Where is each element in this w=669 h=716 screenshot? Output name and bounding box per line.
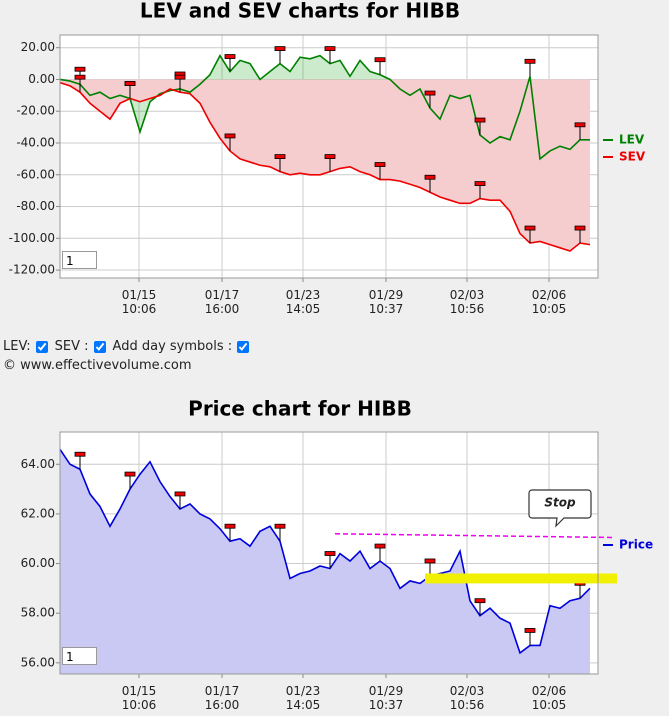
plot-frame xyxy=(59,34,599,279)
checkbox[interactable] xyxy=(237,340,250,353)
day-symbol xyxy=(524,225,536,231)
day-symbol xyxy=(274,154,286,159)
day-symbol xyxy=(224,133,236,139)
chart-title: LEV and SEV charts for HIBB xyxy=(140,0,460,23)
day-symbol xyxy=(574,225,586,231)
day-symbol xyxy=(274,523,286,529)
day-symbol xyxy=(474,181,486,186)
range-input[interactable]: 1 xyxy=(62,251,97,269)
plot xyxy=(60,448,591,674)
x-tick-label: 01/17 16:00 xyxy=(204,684,240,712)
x-tick-label: 02/03 10:56 xyxy=(449,288,485,316)
y-tick-label: 58.00 xyxy=(21,606,55,620)
x-tick-label: 01/15 10:06 xyxy=(121,288,157,316)
day-symbol xyxy=(74,74,86,80)
x-tick-label: 02/06 10:05 xyxy=(531,684,567,712)
day-symbol xyxy=(474,117,486,123)
control-label: LEV: xyxy=(3,339,31,354)
range-input[interactable]: 1 xyxy=(62,647,97,665)
y-tick-label: -100.00 xyxy=(9,231,55,245)
x-tick-label: 01/29 10:37 xyxy=(368,288,404,316)
control-label: SEV : xyxy=(54,339,89,354)
checkbox[interactable] xyxy=(35,340,48,353)
day-symbol xyxy=(374,57,386,63)
plot-frame xyxy=(59,431,599,675)
day-symbol xyxy=(374,543,386,549)
day-symbol xyxy=(274,46,286,51)
series-area xyxy=(60,79,590,252)
day-symbol xyxy=(424,90,436,96)
day-symbol xyxy=(524,628,536,633)
day-symbol xyxy=(324,46,336,51)
legend-label: SEV xyxy=(619,150,646,164)
x-tick-label: 01/23 14:05 xyxy=(285,288,321,316)
day-symbol xyxy=(224,54,236,59)
controls: LEV: SEV : Add day symbols : xyxy=(3,339,253,354)
series-line xyxy=(60,448,591,655)
y-tick-label: 0.00 xyxy=(28,72,55,86)
checkbox[interactable] xyxy=(93,340,106,353)
chart-title: Price chart for HIBB xyxy=(188,397,412,421)
day-symbol xyxy=(474,598,486,604)
control-label: Add day symbols : xyxy=(112,339,233,354)
day-symbol xyxy=(324,154,336,159)
stop-callout xyxy=(528,489,592,528)
x-tick-label: 02/03 10:56 xyxy=(449,684,485,712)
stop-line xyxy=(334,533,613,539)
plot xyxy=(60,46,591,252)
zone xyxy=(425,573,617,584)
x-tick-label: 01/17 16:00 xyxy=(204,288,240,316)
y-tick-label: 62.00 xyxy=(21,506,55,520)
day-symbol xyxy=(174,74,186,80)
day-symbol xyxy=(224,523,236,529)
day-symbol xyxy=(424,174,436,180)
x-tick-label: 01/29 10:37 xyxy=(368,684,404,712)
y-tick-label: 56.00 xyxy=(21,655,55,669)
footer: © www.effectivevolume.com xyxy=(3,358,192,373)
y-tick-label: -60.00 xyxy=(16,167,55,181)
day-symbol xyxy=(374,162,386,167)
x-tick-label: 01/23 14:05 xyxy=(285,684,321,712)
day-symbol xyxy=(524,58,536,64)
y-tick-label: 60.00 xyxy=(21,556,55,570)
series-area xyxy=(60,449,590,674)
series-line xyxy=(60,54,590,161)
stop-label: Stop xyxy=(544,496,576,510)
day-symbol xyxy=(324,551,336,556)
day-symbol xyxy=(174,491,186,497)
y-tick-label: -40.00 xyxy=(16,136,55,150)
y-tick-label: -120.00 xyxy=(9,263,55,277)
day-symbol xyxy=(74,66,86,72)
x-tick-label: 02/06 10:05 xyxy=(531,288,567,316)
series-line xyxy=(60,81,591,252)
day-symbol xyxy=(124,81,136,86)
legend-label: Price xyxy=(619,538,653,552)
legend-label: LEV xyxy=(619,133,645,147)
day-symbol xyxy=(124,471,136,477)
y-tick-label: 20.00 xyxy=(21,40,55,54)
day-symbol xyxy=(424,558,436,564)
day-symbol xyxy=(74,451,86,457)
x-tick-label: 01/15 10:06 xyxy=(121,684,157,712)
y-tick-label: 64.00 xyxy=(21,457,55,471)
y-tick-label: -80.00 xyxy=(16,199,55,213)
day-symbol xyxy=(574,122,586,128)
y-tick-label: -20.00 xyxy=(16,104,55,118)
